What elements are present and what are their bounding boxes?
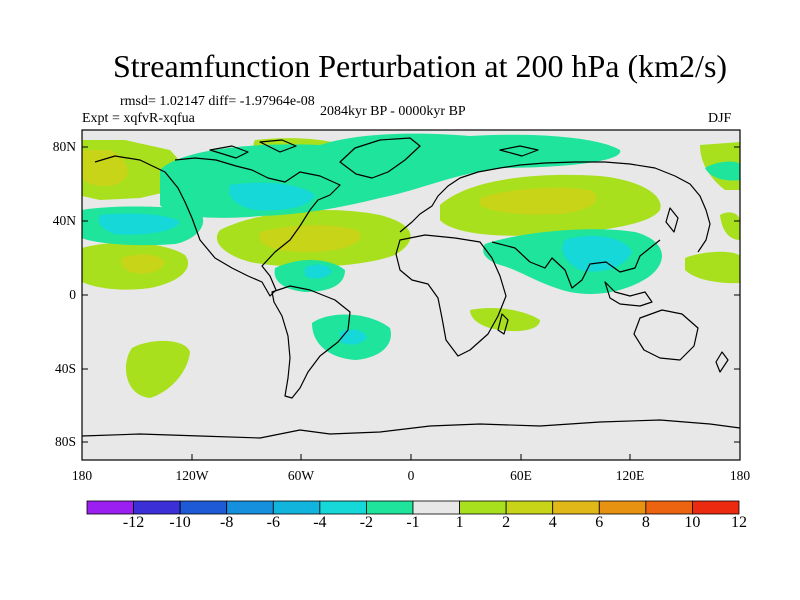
colorbar-label: -2 (359, 514, 374, 531)
map-area (82, 130, 740, 460)
negative-region-pacific-east (705, 161, 740, 181)
lon-ticks (81, 454, 741, 460)
colorbar-label: -4 (313, 514, 327, 531)
coast-south-asia (491, 239, 661, 289)
strong-positive-arctic-pacific (82, 150, 128, 187)
colorbar-swatch (272, 500, 321, 515)
period-label: 2084kyr BP - 0000kyr BP (320, 104, 466, 119)
coast-southeast-asia (604, 281, 653, 307)
strong-positive-regions (82, 150, 597, 274)
colorbar-label: -6 (266, 514, 280, 531)
colorbar-label: 10 (684, 514, 701, 531)
strong-negative-arctic (229, 182, 315, 211)
coast-africa (395, 234, 507, 357)
chart-title: Streamfunction Perturbation at 200 hPa (… (112, 48, 728, 84)
lon-label-60w: 60W (287, 468, 315, 483)
lat-label-80n: 80N (52, 139, 76, 154)
colorbar-label: -8 (220, 514, 234, 531)
coast-japan (665, 207, 679, 233)
strong-positive-north-atlantic (259, 225, 361, 252)
stats-text: rmsd= 1.02147 diff= -1.97964e-08 (120, 94, 315, 109)
coast-new-zealand (715, 351, 729, 373)
coast-north-america (94, 155, 341, 297)
strong-negative-south-atlantic (340, 329, 367, 345)
lon-label-180e: 180 (729, 468, 751, 483)
colorbar-label: -12 (122, 514, 145, 531)
colorbar-swatch (133, 500, 181, 515)
coastlines (82, 137, 740, 439)
coast-australia (633, 309, 699, 361)
colorbar-swatch (645, 500, 693, 515)
colorbar-swatch (366, 500, 414, 515)
lon-label-180w: 180 (71, 468, 93, 483)
strong-positive-central-pacific (121, 254, 165, 274)
positive-region-tropical-east (685, 251, 740, 284)
lat-label-40s: 40S (54, 361, 76, 376)
coast-antarctica (82, 419, 740, 439)
colorbar-label: 4 (548, 514, 557, 531)
colorbar-swatch (179, 500, 228, 515)
coast-arctic-islands (209, 139, 539, 159)
lon-label-120e: 120E (615, 468, 645, 483)
coast-south-america (271, 285, 351, 399)
colorbar-swatch (412, 500, 460, 515)
coast-madagascar (497, 313, 509, 335)
colorbar-label: 6 (595, 514, 604, 531)
colorbar-label: -1 (406, 514, 420, 531)
colorbar-swatch (692, 500, 740, 515)
lat-label-0: 0 (69, 287, 76, 302)
strong-negative-north-america (98, 213, 180, 235)
colorbar-swatch (226, 500, 274, 515)
experiment-label: Expt = xqfvR-xqfua (82, 111, 195, 126)
positive-region-indian-ocean (470, 308, 540, 332)
strong-negative-regions (98, 182, 632, 345)
strong-negative-asia (562, 236, 632, 272)
season-label: DJF (708, 111, 732, 126)
colorbar-swatch (86, 500, 134, 515)
colorbar-label: 8 (641, 514, 650, 531)
colorbar-label: -10 (169, 514, 191, 531)
lon-label-60e: 60E (510, 468, 532, 483)
colorbar-label: 12 (731, 514, 747, 531)
colorbar-swatch (598, 500, 647, 515)
coast-europe (399, 161, 711, 253)
colorbar-label: 2 (502, 514, 511, 531)
positive-region-south-pacific (125, 340, 190, 398)
colorbar-swatch (505, 500, 554, 515)
colorbar-label: 1 (455, 514, 464, 531)
colorbar (86, 500, 740, 515)
lat-label-80s: 80S (54, 434, 76, 449)
positive-region-west-pacific (720, 212, 740, 240)
colorbar-swatch (459, 500, 507, 515)
strong-negative-atlantic (305, 264, 332, 279)
lon-label-0: 0 (407, 468, 415, 483)
lat-ticks (82, 146, 740, 443)
lon-label-120w: 120W (175, 468, 209, 483)
strong-positive-eurasia (480, 187, 597, 215)
lat-label-40n: 40N (52, 213, 76, 228)
coast-greenland (339, 137, 421, 179)
colorbar-swatch (552, 500, 600, 515)
colorbar-swatch (319, 500, 367, 515)
